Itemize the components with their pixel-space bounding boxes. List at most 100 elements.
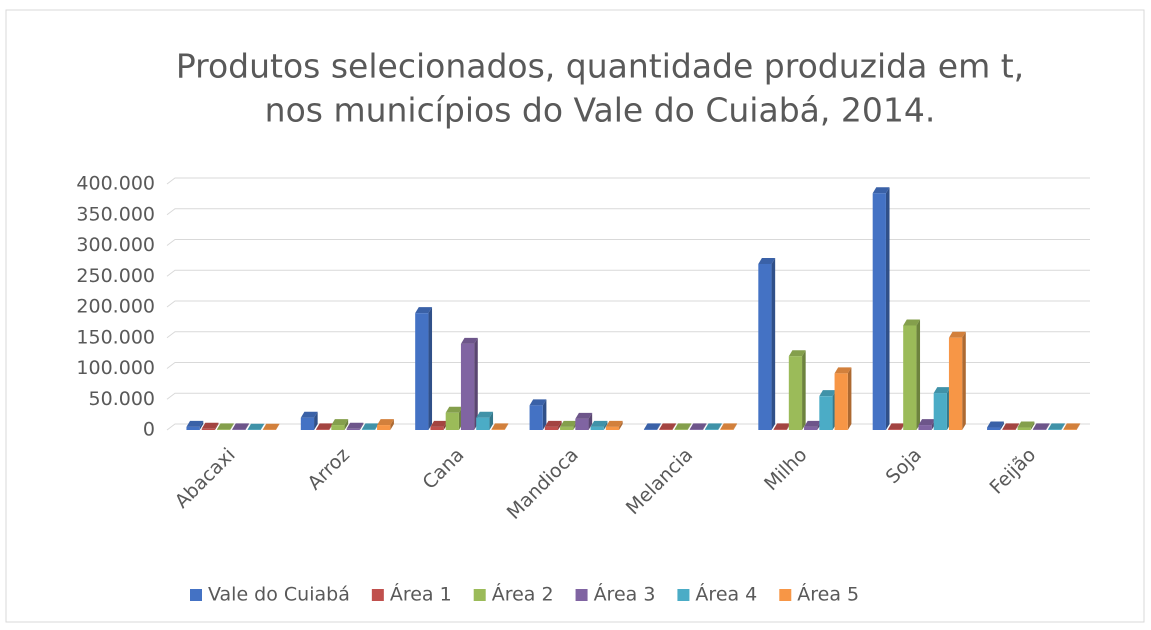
bar-top bbox=[1048, 423, 1065, 430]
bar-top bbox=[948, 331, 966, 338]
bar-depth bbox=[489, 411, 494, 430]
bar-top bbox=[529, 399, 547, 406]
bar bbox=[804, 426, 818, 430]
bar-top bbox=[872, 187, 890, 194]
chart-title: nos municípios do Vale do Cuiabá, 2014. bbox=[265, 91, 936, 130]
bar-top bbox=[674, 423, 692, 430]
bar-top bbox=[758, 257, 776, 264]
bar-depth bbox=[275, 423, 280, 430]
bar-depth bbox=[1061, 423, 1065, 430]
bar bbox=[361, 429, 376, 430]
bar-top bbox=[918, 419, 936, 426]
bar bbox=[689, 429, 703, 430]
bar bbox=[819, 396, 833, 430]
legend-label: Área 3 bbox=[594, 583, 656, 606]
bar bbox=[659, 429, 673, 430]
bar-depth bbox=[1015, 423, 1020, 430]
bar-depth bbox=[214, 422, 219, 430]
grid-line bbox=[166, 300, 1090, 308]
bar-top bbox=[704, 423, 722, 430]
bar-top bbox=[377, 419, 394, 426]
bar-top bbox=[316, 423, 333, 430]
y-tick-label: 250.000 bbox=[76, 265, 155, 287]
bar bbox=[674, 429, 688, 430]
bar bbox=[186, 426, 200, 430]
bar-depth bbox=[962, 331, 966, 430]
bar bbox=[377, 425, 391, 430]
bar-top bbox=[201, 422, 219, 429]
bar-depth bbox=[672, 423, 677, 430]
bar-top bbox=[1002, 423, 1020, 430]
bar bbox=[1048, 429, 1062, 430]
bar bbox=[491, 429, 505, 430]
bar bbox=[1017, 427, 1031, 430]
bar bbox=[605, 426, 620, 430]
bar bbox=[331, 425, 345, 430]
bar-top bbox=[560, 420, 577, 427]
bar-top bbox=[887, 423, 905, 430]
bar-depth bbox=[619, 420, 623, 430]
bar-top bbox=[575, 412, 593, 419]
bar bbox=[720, 429, 734, 430]
y-tick-label: 400.000 bbox=[76, 173, 155, 195]
bar bbox=[590, 426, 604, 430]
y-tick-label: 150.000 bbox=[76, 326, 155, 348]
bar bbox=[834, 373, 848, 430]
bar-depth bbox=[344, 419, 349, 430]
grid-line bbox=[166, 362, 1090, 369]
bar-top bbox=[605, 420, 623, 427]
bar-top bbox=[933, 387, 951, 394]
bar-depth bbox=[733, 423, 738, 430]
bar bbox=[933, 393, 947, 430]
bar-top bbox=[903, 319, 921, 326]
chart-title: Produtos selecionados, quantidade produz… bbox=[176, 47, 1024, 86]
bar-top bbox=[460, 337, 478, 344]
bar-top bbox=[415, 307, 433, 314]
bar-top bbox=[773, 423, 791, 430]
y-tick-label: 100.000 bbox=[76, 357, 155, 379]
bar bbox=[788, 356, 803, 430]
legend-swatch bbox=[473, 589, 486, 601]
bar bbox=[300, 417, 315, 430]
bar-top bbox=[819, 390, 837, 397]
bar bbox=[445, 412, 459, 430]
bar-depth bbox=[359, 422, 364, 430]
bar bbox=[872, 193, 886, 430]
bar bbox=[643, 429, 658, 430]
legend-label: Vale do Cuiabá bbox=[208, 584, 350, 606]
bar bbox=[575, 418, 589, 430]
grid-line bbox=[166, 392, 1090, 400]
bar bbox=[1063, 429, 1077, 430]
bar bbox=[201, 428, 215, 430]
bar-depth bbox=[230, 423, 234, 430]
chart-frame bbox=[5, 9, 1145, 623]
bar-top bbox=[720, 423, 738, 430]
bar bbox=[1032, 429, 1047, 430]
legend-swatch bbox=[677, 589, 690, 601]
bar bbox=[704, 429, 719, 430]
bar-depth bbox=[390, 419, 394, 430]
legend-swatch bbox=[371, 589, 384, 601]
legend-swatch bbox=[575, 589, 588, 601]
bar bbox=[529, 405, 543, 430]
bar-depth bbox=[314, 411, 318, 430]
bar-top bbox=[1032, 423, 1050, 430]
bar-depth bbox=[558, 420, 562, 430]
grid-line bbox=[166, 331, 1090, 339]
bar-depth bbox=[588, 412, 593, 430]
bar bbox=[903, 325, 917, 430]
bar-depth bbox=[504, 423, 509, 430]
bar-depth bbox=[687, 423, 692, 430]
legend-label: Área 5 bbox=[797, 583, 859, 606]
bar bbox=[918, 425, 932, 430]
bar bbox=[758, 263, 772, 430]
bar-top bbox=[643, 423, 661, 430]
bar bbox=[560, 426, 574, 430]
bar-depth bbox=[1000, 421, 1004, 430]
grid-line bbox=[166, 239, 1090, 246]
bar-top bbox=[331, 419, 349, 426]
bar-depth bbox=[199, 420, 204, 430]
bar-depth bbox=[1030, 421, 1035, 430]
bar-top bbox=[544, 420, 562, 427]
